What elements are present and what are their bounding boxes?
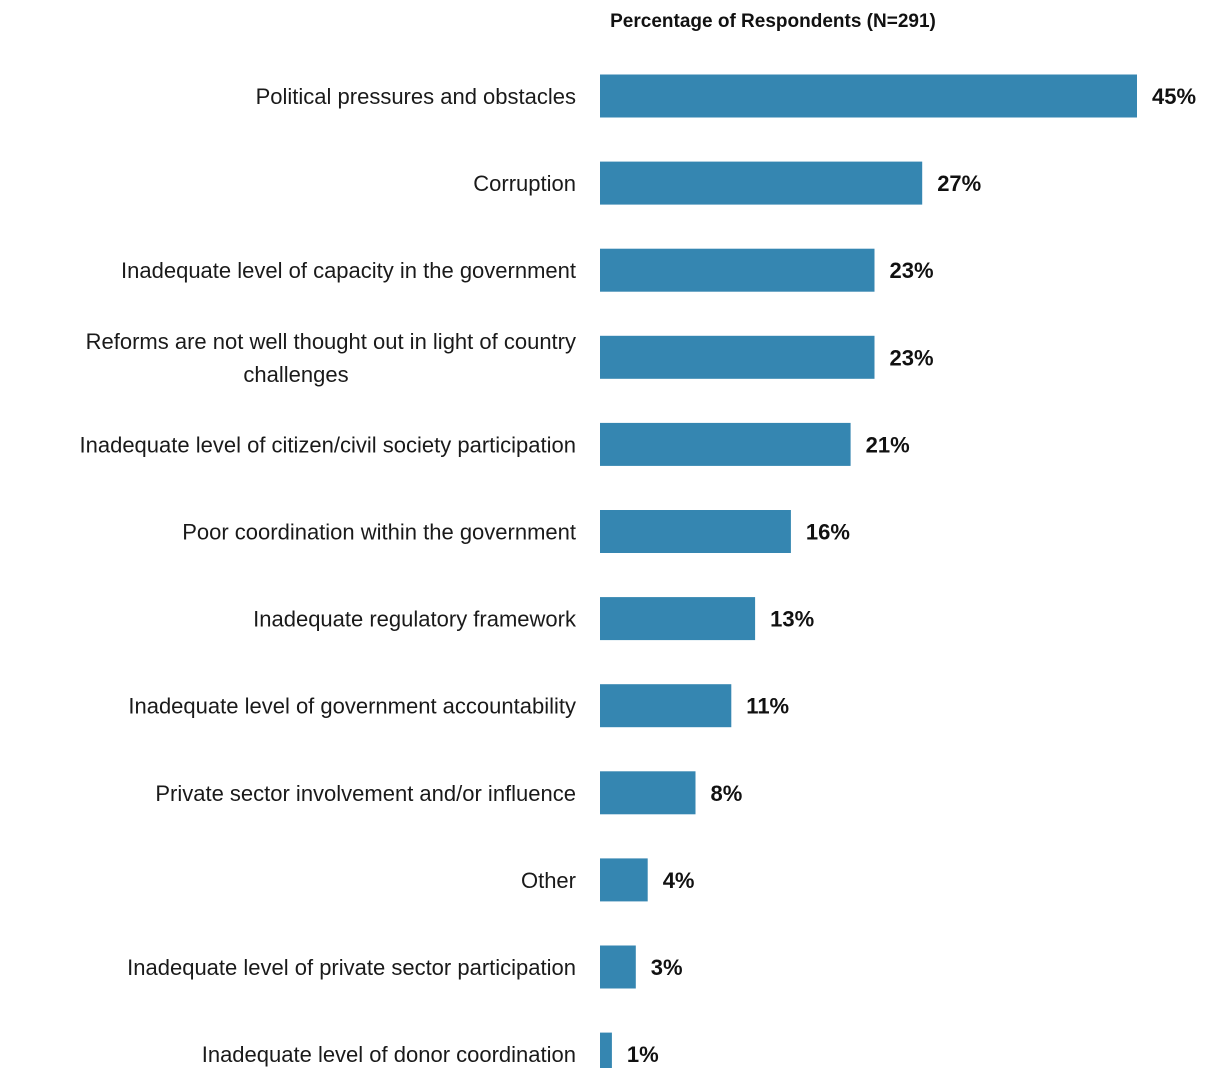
category-label-11: Inadequate level of private sector parti…	[127, 955, 576, 980]
value-label-5: 21%	[866, 432, 910, 457]
chart-title: Percentage of Respondents (N=291)	[610, 11, 936, 32]
category-label-8: Inadequate level of government accountab…	[128, 694, 576, 719]
value-label-9: 8%	[711, 781, 743, 806]
category-label-2: Corruption	[473, 171, 576, 196]
bar-10	[600, 858, 648, 902]
category-label-6: Poor coordination within the government	[182, 520, 576, 545]
bar-2	[600, 161, 923, 205]
bar-6	[600, 510, 791, 553]
bar-1	[600, 74, 1137, 118]
value-label-1: 45%	[1152, 84, 1196, 109]
bar-5	[600, 422, 851, 466]
category-label-4-line-2: challenges	[243, 362, 348, 387]
category-label-12: Inadequate level of donor coordination	[202, 1042, 576, 1067]
value-label-3: 23%	[890, 258, 934, 283]
category-label-4: Reforms are not well thought out in ligh…	[86, 329, 576, 387]
bar-11	[600, 945, 636, 989]
value-label-4: 23%	[890, 345, 934, 370]
bar-3	[600, 248, 875, 292]
bar-8	[600, 684, 732, 728]
value-label-7: 13%	[770, 607, 814, 632]
category-label-7: Inadequate regulatory framework	[253, 607, 577, 632]
bar-9	[600, 771, 696, 815]
bar-12	[600, 1032, 612, 1068]
value-label-6: 16%	[806, 520, 850, 545]
category-label-4-line-1: Reforms are not well thought out in ligh…	[86, 329, 576, 354]
category-label-9: Private sector involvement and/or influe…	[155, 781, 576, 806]
bars-group: 45% Political pressures and obstacles 27% C…	[80, 74, 1196, 1068]
value-label-2: 27%	[937, 171, 981, 196]
value-label-8: 11%	[746, 694, 789, 719]
category-label-5: Inadequate level of citizen/civil societ…	[80, 432, 577, 457]
category-label-10: Other	[521, 868, 576, 893]
bar-4	[600, 335, 875, 379]
value-label-10: 4%	[663, 868, 695, 893]
value-label-12: 1%	[627, 1042, 659, 1067]
value-label-11: 3%	[651, 955, 683, 980]
category-label-3: Inadequate level of capacity in the gove…	[121, 258, 576, 283]
bar-7	[600, 597, 756, 641]
category-label-1: Political pressures and obstacles	[256, 84, 576, 109]
